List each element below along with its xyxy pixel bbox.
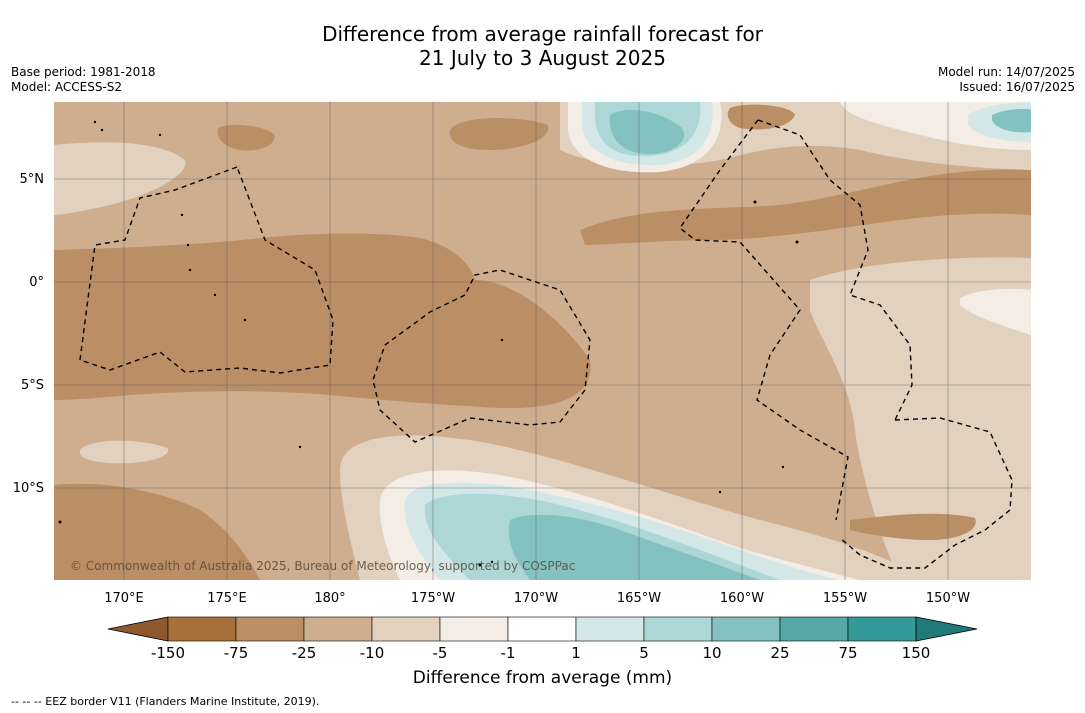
colorbar-label: 1 [571,644,581,662]
region-wet-north-3 [609,109,685,155]
region-wet-south-3 [508,514,760,580]
colorbar-title: Difference from average (mm) [412,668,673,688]
lon-tick-label: 170°W [514,591,558,606]
lon-tick-label: 155°W [823,591,867,606]
title-line-1: Difference from average rainfall forecas… [322,22,763,46]
model-run-label: Model run: 14/07/2025 [937,65,1075,79]
issued-label: Issued: 16/07/2025 [959,80,1075,94]
colorbar-label: -150 [151,644,185,662]
lat-tick-label: 0° [29,275,44,290]
eez-border-legend: -- -- -- EEZ border V11 (Flanders Marine… [11,695,320,708]
colorbar-extend-low [107,616,169,642]
region-dark-north-blob [449,118,549,150]
chart-title: Difference from average rainfall forecas… [0,22,1085,70]
copyright-text: © Commonwealth of Australia 2025, Bureau… [70,559,575,573]
map-area: © Commonwealth of Australia 2025, Bureau… [54,102,1031,580]
lon-tick-label: 180° [314,591,345,606]
colorbar-segment [575,616,645,642]
colorbar-segment [711,616,781,642]
region-light-west-north [54,142,186,215]
eez-border-central [372,269,591,443]
lat-tick-label: 5°N [20,172,45,187]
eez-border-southeast [839,417,1013,569]
eez-borders [79,119,1013,569]
colorbar-label: -75 [224,644,249,662]
colorbar-segment [235,616,305,642]
meta-left: Base period: 1981-2018 Model: ACCESS-S2 [11,65,156,95]
colorbar-segment [779,616,849,642]
colorbar-label: 5 [639,644,649,662]
colorbar-label: -1 [501,644,516,662]
lat-tick-labels: 5°N 0° 5°S 10°S [13,172,44,496]
region-dark-southwest [54,483,260,580]
lon-tick-label: 170°E [104,591,144,606]
region-dark-nw-blob [217,124,275,151]
colorbar-label: -5 [433,644,448,662]
region-vlight-east [960,288,1031,335]
colorbar-label: 10 [702,644,721,662]
lon-tick-label: 175°W [411,591,455,606]
region-dark-se-strip [850,513,976,540]
graticule [54,102,1031,580]
colorbar-segment [507,616,577,642]
colorbar-label: 75 [838,644,857,662]
colorbar-extend-high [915,616,978,642]
colorbar-label: 150 [902,644,931,662]
region-light-east [810,257,1031,580]
base-period-label: Base period: 1981-2018 [11,65,156,79]
colorbar-segment [303,616,373,642]
colorbar-segment [371,616,441,642]
lat-tick-label: 10°S [13,481,44,496]
colorbar-segment [167,616,237,642]
colorbar-label: -10 [360,644,385,662]
colorbar-segment [439,616,509,642]
islands [58,120,799,567]
region-dark-west-central [54,233,591,409]
model-label: Model: ACCESS-S2 [11,80,123,94]
lon-tick-label: 165°W [617,591,661,606]
region-dark-top-blob [727,104,795,130]
colorbar: -150 -75 -25 -10 -5 -1 1 5 10 25 75 150 [107,616,978,662]
eez-border-east-north [679,119,849,521]
lon-tick-label: 150°W [926,591,970,606]
lat-tick-label: 5°S [21,378,44,393]
title-line-2: 21 July to 3 August 2025 [419,46,666,70]
lon-tick-labels: 170°E 175°E 180° 175°W 170°W 165°W 160°W 155°W 1… [104,591,970,606]
region-dark-east-band [580,169,1031,245]
region-wet-ne-2 [992,108,1031,133]
meta-right: Model run: 14/07/2025 Issued: 16/07/2025 [938,65,1075,95]
eez-border-east-north-2 [757,119,913,421]
lon-tick-label: 160°W [720,591,764,606]
colorbar-label: 25 [770,644,789,662]
colorbar-segment [847,616,917,642]
lon-tick-label: 175°E [207,591,247,606]
colorbar-label: -25 [292,644,317,662]
colorbar-segment [643,616,713,642]
